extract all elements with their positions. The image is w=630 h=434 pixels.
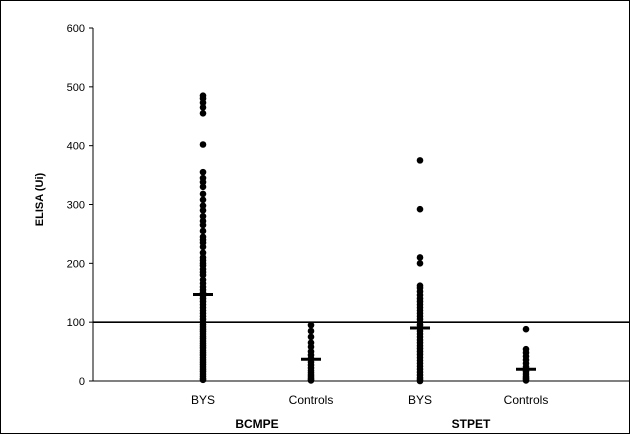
y-tick-label: 0	[79, 376, 85, 388]
data-point	[199, 243, 207, 251]
data-points	[199, 92, 530, 385]
data-point	[199, 249, 207, 257]
mean-markers	[193, 287, 536, 377]
data-point	[307, 343, 315, 351]
y-axis: 0 100 200 300 400 500 600 ELISA (Ui)	[34, 23, 94, 388]
data-point	[416, 205, 424, 213]
data-point	[199, 190, 207, 198]
category-label: Controls	[289, 393, 334, 407]
data-point	[199, 376, 207, 384]
data-point	[199, 168, 207, 176]
data-point	[199, 141, 207, 148]
data-point	[199, 178, 207, 186]
data-point	[307, 333, 315, 341]
group-label: BCMPE	[235, 417, 278, 431]
data-point	[416, 260, 424, 267]
data-point	[199, 104, 207, 111]
y-axis-title: ELISA (Ui)	[34, 172, 46, 226]
data-point	[416, 377, 424, 385]
y-tick-label: 100	[67, 317, 85, 329]
data-point	[307, 377, 315, 384]
y-tick-label: 500	[67, 82, 85, 94]
data-point	[307, 321, 315, 329]
y-tick-label: 200	[67, 258, 85, 270]
data-point	[522, 377, 530, 384]
data-point	[199, 221, 207, 229]
data-point	[199, 271, 207, 279]
data-point	[199, 207, 207, 214]
data-point	[416, 157, 424, 164]
data-point	[522, 325, 530, 333]
y-tick-label: 300	[67, 200, 85, 212]
y-tick-label: 400	[67, 141, 85, 153]
data-point	[307, 327, 315, 335]
category-label: BYS	[408, 393, 432, 407]
data-point	[199, 196, 207, 204]
data-point	[199, 183, 207, 191]
category-labels: BYS Controls BYS Controls BCMPE STPET	[191, 393, 548, 431]
group-label: STPET	[452, 417, 491, 431]
data-point	[199, 212, 207, 220]
data-point	[199, 110, 207, 117]
data-point	[199, 99, 207, 107]
data-point	[199, 227, 207, 235]
data-point	[199, 202, 207, 209]
data-point	[416, 254, 424, 261]
y-tick-label: 600	[67, 23, 85, 35]
category-label: BYS	[191, 393, 215, 407]
category-label: Controls	[504, 393, 549, 407]
